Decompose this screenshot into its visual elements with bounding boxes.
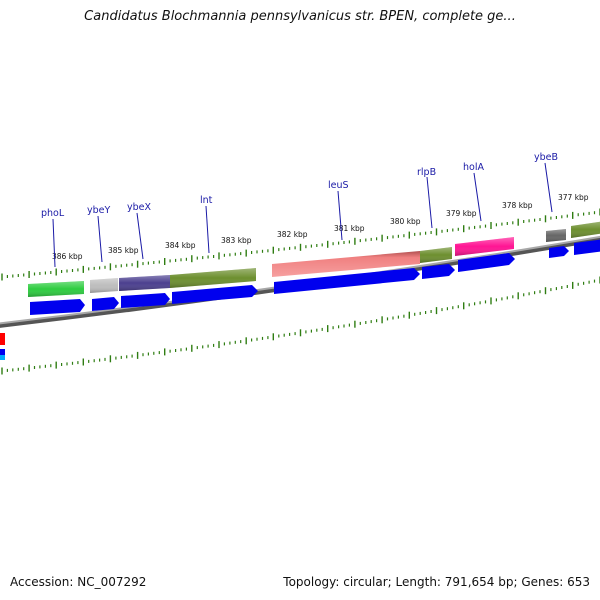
gene-block-ybeX[interactable] (119, 275, 170, 291)
accession-value: NC_007292 (77, 575, 147, 589)
gene-labels: phoL ybeY ybeX lnt leuS rlpB holA ybeB (41, 152, 558, 268)
tick-label-381: 381 kbp (334, 224, 365, 233)
left-edge-fragments (0, 333, 5, 360)
gene-block-ybeY[interactable] (90, 278, 118, 293)
tick-label-379: 379 kbp (446, 209, 477, 218)
scale-ticks-lower (1, 276, 600, 375)
tick-label-386: 386 kbp (52, 252, 83, 261)
gene-block-phoL[interactable] (28, 281, 84, 297)
topology-info: Topology: circular; Length: 791,654 bp; … (283, 575, 590, 589)
orf-arrow[interactable] (274, 268, 420, 294)
gene-block-leuS[interactable] (272, 251, 420, 277)
tick-label-378: 378 kbp (502, 201, 533, 210)
orf-arrow[interactable] (549, 246, 569, 258)
orf-arrow[interactable] (458, 253, 515, 272)
gene-label-leuS[interactable]: leuS (328, 180, 349, 191)
gene-label-ybeB[interactable]: ybeB (534, 152, 558, 163)
orf-arrow[interactable] (172, 285, 258, 304)
gene-block-holA[interactable] (455, 237, 514, 256)
tick-label-382: 382 kbp (277, 230, 308, 239)
tick-label-377: 377 kbp (558, 193, 589, 202)
gene-label-lnt[interactable]: lnt (200, 195, 213, 206)
page-title: Candidatus Blochmannia pennsylvanicus st… (84, 9, 516, 24)
scale-ticks-upper (1, 208, 600, 281)
gene-block-lnt[interactable] (170, 268, 256, 288)
gene-label-rlpB[interactable]: rlpB (417, 167, 436, 178)
gene-label-phoL[interactable]: phoL (41, 208, 65, 219)
orf-arrow[interactable] (92, 297, 119, 311)
gene-label-ybeX[interactable]: ybeX (127, 202, 151, 213)
orf-arrows (30, 239, 600, 315)
orf-arrow[interactable] (121, 293, 170, 308)
orf-arrow[interactable] (422, 264, 455, 279)
tick-label-383: 383 kbp (221, 236, 252, 245)
gene-label-ybeY[interactable]: ybeY (87, 205, 110, 216)
gene-blocks (28, 221, 600, 297)
gene-label-holA[interactable]: holA (463, 162, 484, 173)
orf-arrow[interactable] (30, 299, 85, 315)
accession-label: Accession: (10, 575, 74, 589)
scale-labels: 386 kbp 385 kbp 384 kbp 383 kbp 382 kbp … (52, 193, 589, 261)
gene-block-rlpB[interactable] (420, 247, 452, 263)
accession-info: Accession: NC_007292 (10, 575, 146, 589)
tick-label-385: 385 kbp (108, 246, 139, 255)
orf-arrow[interactable] (574, 239, 600, 255)
gene-block-right-edge[interactable] (571, 221, 600, 238)
tick-label-380: 380 kbp (390, 217, 421, 226)
gene-block-ybeB[interactable] (546, 229, 566, 242)
tick-label-384: 384 kbp (165, 241, 196, 250)
